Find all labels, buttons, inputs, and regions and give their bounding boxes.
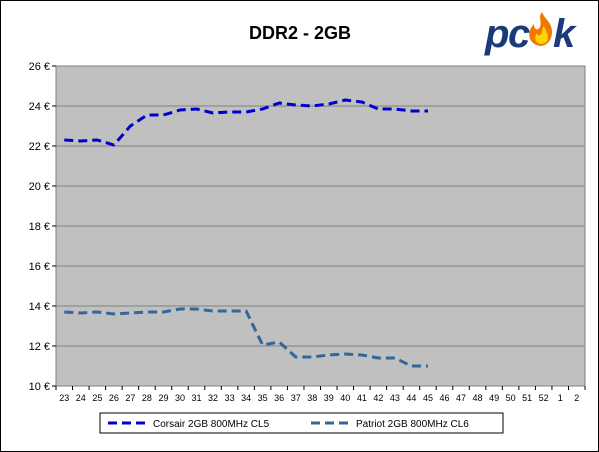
y-tick-label: 10 € <box>29 381 50 393</box>
svg-text:c: c <box>508 12 530 56</box>
y-tick-label: 24 € <box>29 101 50 113</box>
flame-icon <box>529 12 552 46</box>
series-lines <box>64 98 429 368</box>
legend-label-patriot: Patriot 2GB 800MHz CL6 <box>356 419 469 430</box>
y-tick-label: 18 € <box>29 221 50 233</box>
x-tick-label: 30 <box>175 393 185 403</box>
x-tick-label: 33 <box>225 393 235 403</box>
y-tick-label: 16 € <box>29 261 50 273</box>
x-tick-label: 48 <box>473 393 483 403</box>
x-tick-label: 35 <box>258 393 268 403</box>
x-tick-label: 42 <box>373 393 383 403</box>
x-tick-label: 32 <box>208 393 218 403</box>
x-tick-label: 28 <box>142 393 152 403</box>
x-tick-label: 29 <box>158 393 168 403</box>
x-tick-label: 24 <box>76 393 86 403</box>
x-tick-label: 51 <box>522 393 532 403</box>
x-tick-label: 23 <box>59 393 69 403</box>
x-tick-label: 41 <box>357 393 367 403</box>
y-tick-label: 14 € <box>29 301 50 313</box>
x-tick-label: 49 <box>489 393 499 403</box>
x-tick-label: 39 <box>324 393 334 403</box>
x-tick-label: 25 <box>92 393 102 403</box>
y-tick-label: 26 € <box>29 61 50 73</box>
x-tick-label: 45 <box>423 393 433 403</box>
x-tick-label: 1 <box>558 393 563 403</box>
x-tick-label: 26 <box>109 393 119 403</box>
x-tick-label: 37 <box>291 393 301 403</box>
y-tick-label: 12 € <box>29 341 50 353</box>
svg-text:p: p <box>484 12 509 56</box>
x-tick-label: 46 <box>439 393 449 403</box>
chart-title: DDR2 - 2GB <box>249 23 351 43</box>
legend-label-corsair: Corsair 2GB 800MHz CL5 <box>153 419 270 430</box>
legend-box <box>99 412 504 434</box>
x-tick-label: 40 <box>340 393 350 403</box>
x-tick-label: 27 <box>125 393 135 403</box>
svg-text:k: k <box>553 12 577 56</box>
y-tick-label: 20 € <box>29 181 50 193</box>
x-tick-label: 31 <box>192 393 202 403</box>
x-tick-label: 34 <box>241 393 251 403</box>
x-tick-label: 52 <box>539 393 549 403</box>
x-tick-label: 38 <box>307 393 317 403</box>
gridlines <box>56 105 585 347</box>
x-tick-label: 36 <box>274 393 284 403</box>
legend: Corsair 2GB 800MHz CL5 Patriot 2GB 800MH… <box>99 412 504 434</box>
x-tick-label: 43 <box>390 393 400 403</box>
pcsk-logo: p c k <box>484 12 577 56</box>
x-tick-label: 44 <box>406 393 416 403</box>
x-axis: 23 24 25 26 27 28 29 30 31 32 33 34 35 36 37 38 39 40 41 42… <box>55 386 586 403</box>
x-tick-label: 2 <box>574 393 579 403</box>
x-tick-label: 47 <box>456 393 466 403</box>
x-tick-label: 50 <box>506 393 516 403</box>
y-axis: 10 € 12 € 14 € 16 € 18 € 20 € 22 € 24 € 26 € <box>29 61 56 393</box>
y-tick-label: 22 € <box>29 141 50 153</box>
